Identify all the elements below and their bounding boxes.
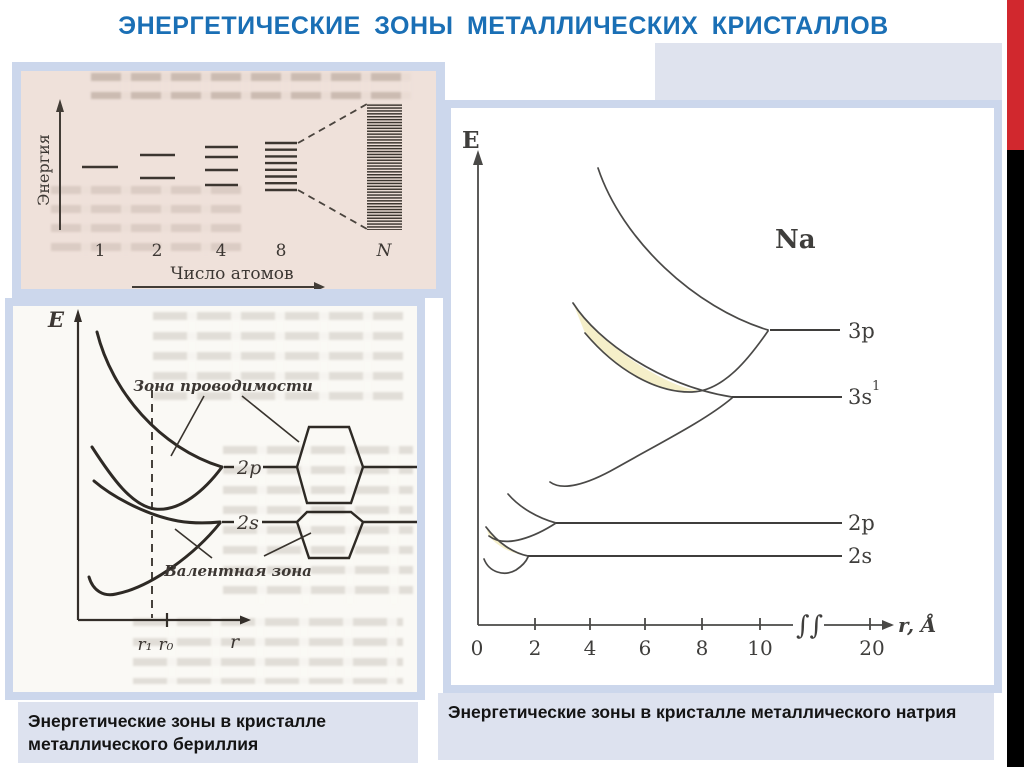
tick-20: 20 [859,636,884,660]
valence-band-label: Валентная зона [163,562,312,580]
scan-noise [153,312,403,404]
x-axis-label: Число атомов [170,264,293,284]
right-stripe-black [1007,150,1024,767]
r-axis-arrow [882,620,894,630]
x-axis-ticks [534,618,871,630]
sodium-diagram: ∫∫ E Na 3p 3s 1 2p [462,127,937,660]
atoms-diagram: Энергия Число атомов [34,99,402,289]
y-axis-arrow [56,99,64,112]
right-stripe-red [1007,0,1024,150]
count-1: 1 [95,241,106,261]
scan-noise [223,446,413,606]
figure-beryllium-bands: E Зона проводимости Валентная зона 2p 2s… [5,298,425,700]
tick-2: 2 [529,636,542,660]
scan-noise [91,73,411,99]
title-accent-bar [655,43,1002,100]
level-3s-label: 3s [848,385,872,409]
tick-r0-label: r₀ [159,635,174,655]
scan-noise [133,618,403,684]
r-axis-label: r, Å [898,613,937,637]
tick-4: 4 [584,636,597,660]
figure-sodium-bands: ∫∫ E Na 3p 3s 1 2p [443,100,1002,693]
beryllium-diagram: E Зона проводимости Валентная зона 2p 2s… [47,307,417,655]
r-axis-arrow [240,615,251,625]
level-lines [222,465,417,524]
r-axis-label: r [230,631,241,653]
tick-10: 10 [747,636,772,660]
level-2s-label: 2s [848,544,872,568]
conduction-band-label: Зона проводимости [133,377,313,395]
band-overlap-shading-3s3p-2 [573,303,700,392]
figure-atoms-band-formation: Энергия Число атомов [12,62,445,298]
band-fan-dashed-lines [297,103,368,230]
tick-0: 0 [471,636,484,660]
count-N: N [376,241,393,261]
level-2p-label: 2p [848,511,875,535]
scan-noise [51,186,241,256]
caption-sodium: Энергетические зоны в кристалле металлич… [438,693,994,760]
quasi-continuous-band [367,103,402,230]
tick-6: 6 [639,636,652,660]
level-lines [82,141,297,192]
level-3s-superscript: 1 [872,379,880,394]
band-overlap-shading-3s3p [573,303,692,393]
band-edge-curves [87,330,224,597]
e-axis-label: E [47,307,65,332]
band-edge-curves [483,167,769,574]
level-2s-label: 2s [236,512,259,534]
x-axis-tick-labels: 0 2 4 6 8 10 20 [471,636,885,660]
x-axis-arrow [314,282,325,289]
band-hexagons [295,425,365,560]
caption-beryllium: Энергетические зоны в кристалле металлич… [18,702,418,763]
element-label: Na [775,225,816,255]
tick-8: 8 [696,636,709,660]
count-8: 8 [276,241,287,261]
level-3p-label: 3p [848,319,875,343]
band-overlap-shading-2s2p [486,527,528,556]
count-4: 4 [216,241,227,261]
e-axis-arrow [74,309,82,322]
axis-break-symbol: ∫∫ [796,611,823,641]
page-title: ЭНЕРГЕТИЧЕСКИЕ ЗОНЫ МЕТАЛЛИЧЕСКИХ КРИСТА… [118,12,889,40]
e-axis-label: E [462,127,480,154]
tick-r1-label: r₁ [138,635,153,655]
e-axis-arrow [473,150,483,165]
y-axis-label: Энергия [34,134,53,206]
count-2: 2 [152,241,163,261]
label-pointer-lines [170,395,312,559]
level-2p-label: 2p [236,457,261,479]
level-lines [528,329,842,557]
